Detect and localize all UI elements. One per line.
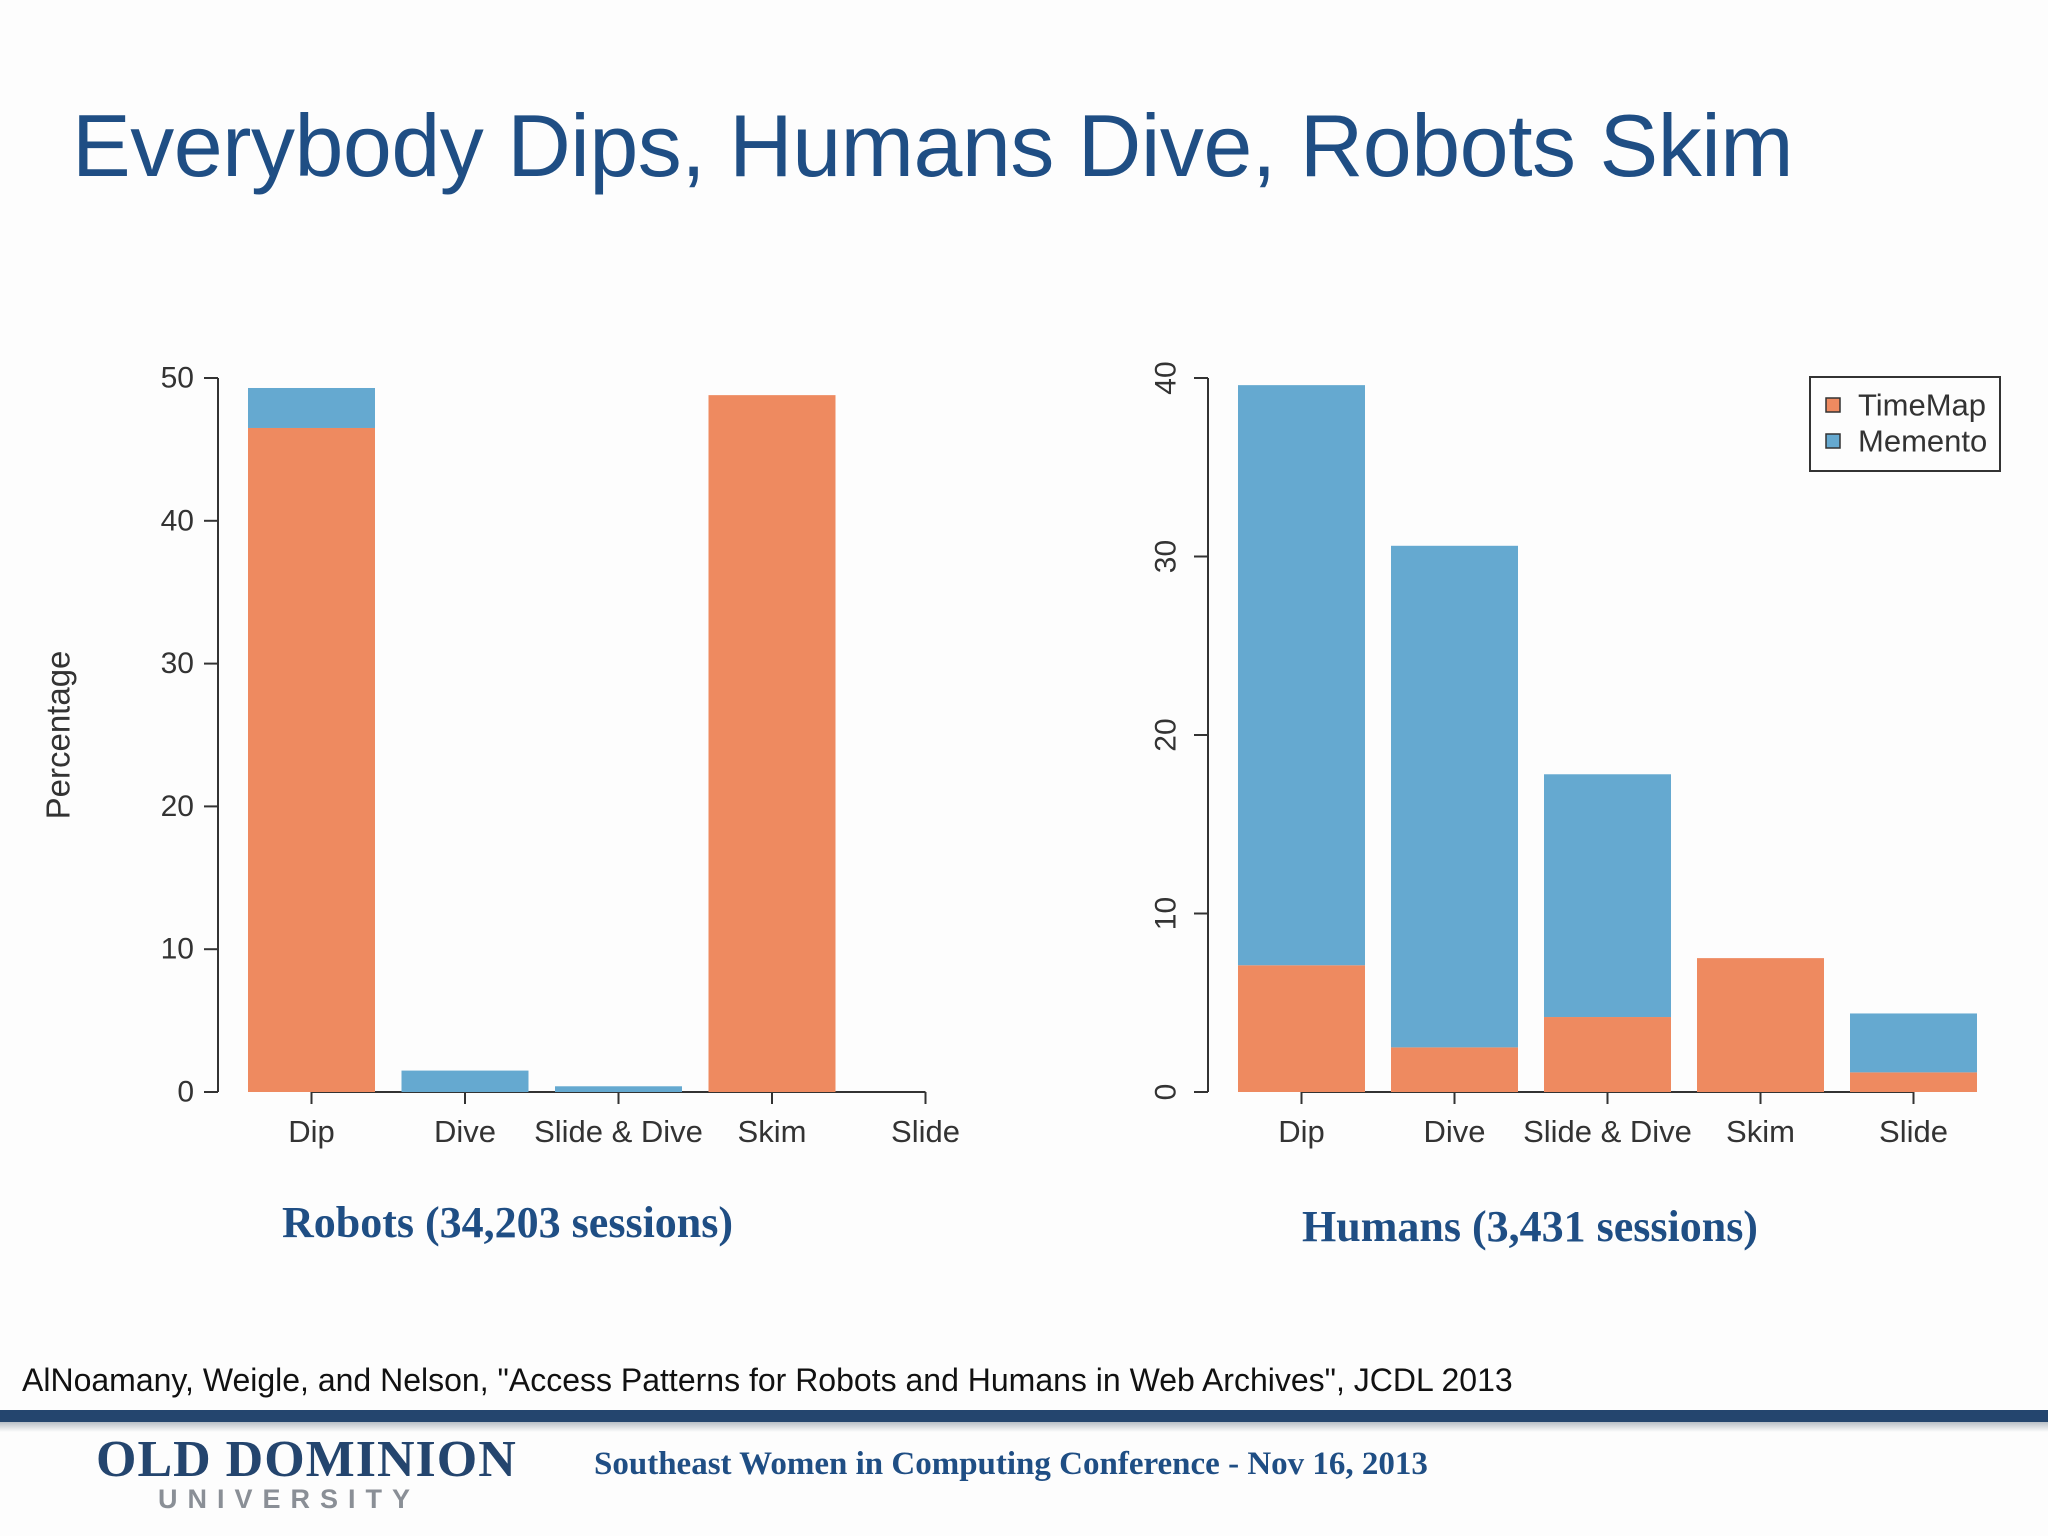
humans-bar-memento-2 — [1544, 774, 1671, 1018]
humans-bar-memento-4 — [1850, 1013, 1977, 1073]
humans-bar-timemap-1 — [1391, 1047, 1518, 1092]
humans-bar-memento-0 — [1238, 385, 1365, 966]
robots-x-tick-label: Dive — [434, 1114, 496, 1149]
robots-bar-memento-0 — [248, 387, 375, 428]
humans-x-tick-label: Dip — [1278, 1114, 1325, 1149]
humans-bar-timemap-4 — [1850, 1072, 1977, 1092]
robots-bar-memento-2 — [555, 1086, 682, 1092]
humans-y-tick-label: 0 — [1150, 1084, 1183, 1101]
humans-legend-label-timemap: TimeMap — [1858, 388, 1986, 423]
humans-bar-timemap-2 — [1544, 1017, 1671, 1092]
humans-x-tick-label: Slide — [1879, 1114, 1948, 1149]
humans-legend-box — [1809, 376, 2001, 472]
humans-x-tick-label: Slide & Dive — [1523, 1114, 1692, 1149]
humans-legend-swatch-memento — [1825, 433, 1841, 449]
humans-bar-timemap-0 — [1238, 965, 1365, 1092]
humans-y-tick-label: 10 — [1150, 897, 1183, 930]
humans-y-tick-label: 30 — [1150, 540, 1183, 573]
humans-y-tick-label: 20 — [1150, 718, 1183, 751]
robots-bar-timemap-0 — [248, 427, 375, 1093]
robots-bar-timemap-3 — [708, 395, 836, 1092]
humans-chart: 0 10 20 30 40 Dip Dive Slide & Dive Skim Slide Tim… — [1150, 361, 2001, 1149]
citation: AlNoamany, Weigle, and Nelson, "Access P… — [22, 1362, 1513, 1398]
humans-x-tick-label: Dive — [1423, 1114, 1485, 1149]
humans-caption: Humans (3,431 sessions) — [1302, 1202, 1758, 1251]
robots-y-tick-label: 20 — [161, 790, 194, 823]
slide-title: Everybody Dips, Humans Dive, Robots Skim — [72, 96, 1794, 195]
robots-y-tick-label: 50 — [161, 362, 194, 395]
humans-bar-memento-1 — [1391, 545, 1518, 1048]
robots-bar-memento-1 — [401, 1070, 529, 1092]
robots-x-tick-label: Slide — [891, 1114, 960, 1149]
robots-y-tick-label: 40 — [161, 504, 194, 537]
footer-rule-shadow — [0, 1422, 2048, 1432]
humans-legend-label-memento: Memento — [1858, 424, 1987, 459]
robots-y-tick-label: 0 — [177, 1076, 194, 1109]
robots-caption: Robots (34,203 sessions) — [282, 1198, 734, 1247]
university-logo-sub: UNIVERSITY — [158, 1484, 421, 1514]
robots-y-tick-label: 10 — [161, 933, 194, 966]
humans-bar-timemap-3 — [1697, 958, 1824, 1092]
footer-rule — [0, 1410, 2048, 1422]
humans-legend-swatch-timemap — [1825, 397, 1841, 413]
robots-x-tick-label: Dip — [288, 1114, 335, 1149]
robots-x-tick-label: Skim — [738, 1114, 807, 1149]
robots-y-axis-label: Percentage — [40, 651, 77, 820]
conference-footer: Southeast Women in Computing Conference … — [594, 1446, 1428, 1482]
robots-x-tick-label: Slide & Dive — [534, 1114, 703, 1149]
university-logo: OLD DOMINION — [96, 1431, 517, 1488]
humans-x-tick-label: Skim — [1726, 1114, 1795, 1149]
robots-chart: 0 10 20 30 40 50 Dip Dive Slide & Dive Skim Slide P… — [40, 362, 960, 1150]
robots-y-tick-label: 30 — [161, 647, 194, 680]
humans-y-tick-label: 40 — [1150, 361, 1183, 394]
